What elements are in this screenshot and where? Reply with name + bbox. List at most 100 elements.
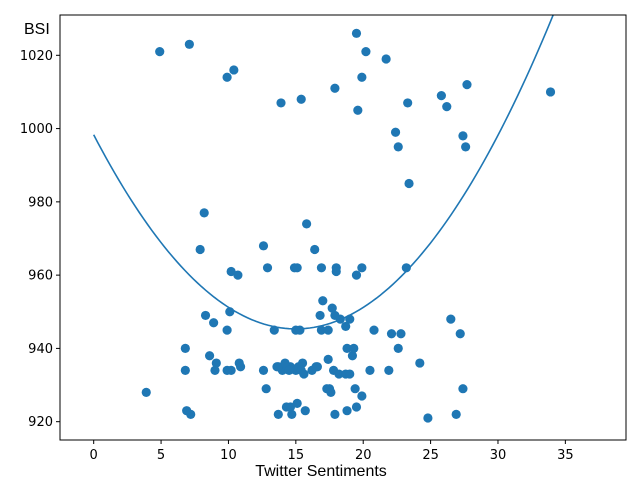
scatter-point: [342, 343, 352, 354]
x-tick-label: 35: [557, 448, 574, 463]
x-tick-label: 25: [422, 448, 439, 463]
scatter-point: [436, 91, 446, 101]
scatter-point: [292, 398, 302, 408]
scatter-point: [351, 28, 362, 38]
scatter-point: [327, 303, 337, 313]
scatter-point: [315, 310, 325, 321]
y-axis-ticks: 920 940 960 980 1000 1020: [20, 49, 60, 430]
scatter-point: [345, 369, 355, 379]
scatter-point: [302, 219, 312, 229]
scatter-point: [393, 343, 403, 354]
scatter-point: [365, 365, 375, 375]
y-tick-label: 940: [28, 342, 53, 357]
scatter-point: [401, 263, 411, 273]
scatter-point: [273, 362, 283, 372]
scatter-point: [235, 362, 246, 372]
scatter-point: [330, 409, 340, 419]
scatter-point: [451, 409, 461, 419]
scatter-point: [222, 72, 232, 82]
scatter-point: [342, 406, 352, 416]
scatter-point: [442, 101, 452, 112]
scatter-point: [284, 365, 294, 375]
y-tick-label: 1020: [20, 49, 53, 64]
scatter-point: [222, 325, 232, 335]
scatter-point: [404, 178, 414, 189]
scatter-point: [347, 351, 358, 361]
scatter-point: [285, 402, 296, 412]
scatter-point: [396, 329, 406, 339]
plot-content: [92, 15, 556, 423]
scatter-point: [204, 351, 215, 361]
scatter-point: [462, 80, 472, 90]
scatter-point: [455, 329, 465, 339]
scatter-point: [458, 384, 468, 394]
x-tick-label: 5: [157, 448, 165, 463]
scatter-point: [369, 325, 379, 335]
scatter-point: [258, 365, 269, 375]
scatter-point: [310, 244, 320, 255]
scatter-point: [545, 87, 556, 97]
scatter-point: [357, 72, 367, 82]
scatter-point: [155, 47, 165, 57]
scatter-point: [210, 365, 220, 375]
scatter-point: [316, 263, 327, 273]
scatter-point: [403, 98, 413, 108]
scatter-point: [184, 39, 194, 49]
scatter-point: [300, 406, 310, 416]
scatter-point: [323, 354, 333, 364]
scatter-point: [323, 325, 333, 335]
scatter-point: [350, 384, 360, 394]
y-axis-title: BSI: [24, 21, 50, 38]
scatter-point: [335, 314, 345, 324]
scatter-point: [353, 105, 363, 115]
x-axis-ticks: 0 5 10 15 20 25 30 35: [90, 440, 574, 463]
x-tick-label: 20: [355, 448, 372, 463]
scatter-point: [280, 358, 290, 368]
scatter-point: [262, 263, 273, 273]
y-tick-label: 1000: [20, 122, 53, 137]
scatter-point: [141, 387, 151, 397]
y-tick-label: 960: [28, 269, 53, 284]
scatter-point: [295, 325, 305, 335]
scatter-point: [351, 402, 362, 412]
scatter-point: [258, 241, 269, 251]
scatter-point: [381, 54, 391, 64]
scatter-point: [269, 325, 279, 335]
scatter-point: [334, 369, 344, 379]
scatter-point: [311, 362, 321, 372]
scatter-point: [446, 314, 456, 324]
scatter-point: [330, 83, 340, 93]
x-tick-label: 30: [490, 448, 507, 463]
scatter-point: [180, 343, 190, 354]
scatter-point: [361, 47, 371, 57]
x-axis-title: Twitter Sentiments: [255, 463, 387, 480]
scatter-point: [316, 325, 327, 335]
x-tick-label: 15: [288, 448, 305, 463]
scatter-point: [461, 142, 471, 152]
x-tick-label: 10: [220, 448, 237, 463]
scatter-point: [195, 244, 205, 255]
scatter-point: [233, 270, 243, 280]
scatter-point: [273, 409, 283, 419]
scatter-point: [458, 131, 468, 141]
scatter-point: [287, 409, 297, 419]
scatter-point: [276, 98, 286, 108]
scatter-point: [229, 65, 239, 75]
scatter-point: [296, 94, 306, 104]
scatter-point: [200, 310, 211, 321]
scatter-point: [318, 296, 328, 306]
scatter-point: [415, 358, 425, 368]
scatter-point: [186, 409, 196, 419]
scatter-point: [390, 127, 401, 137]
scatter-point: [351, 270, 362, 280]
scatter-point: [180, 365, 190, 375]
scatter-point: [384, 365, 394, 375]
scatter-point: [345, 314, 355, 324]
scatter-point: [326, 387, 336, 397]
scatter-point: [349, 343, 359, 354]
scatter-point: [225, 307, 235, 317]
scatter-point: [357, 263, 367, 273]
scatter-point: [261, 384, 271, 394]
plot-area: [60, 15, 626, 440]
scatter-point: [199, 208, 209, 218]
